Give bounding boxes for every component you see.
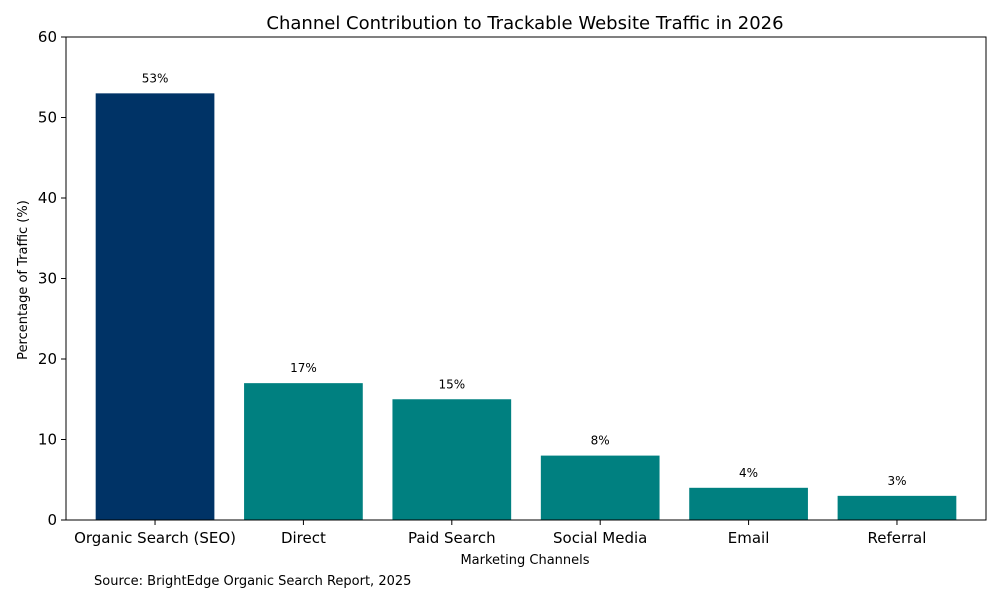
x-tick-label-4: Email [728, 529, 770, 547]
bars-group [95, 93, 957, 520]
x-ticks-group: Organic Search (SEO) Direct Paid Search Soc… [74, 520, 926, 547]
plot-frame [65, 36, 987, 521]
bar-5 [837, 495, 957, 520]
y-tick-label-0: 0 [47, 511, 57, 529]
chart-title: Channel Contribution to Trackable Websit… [266, 13, 783, 34]
y-axis-label: Percentage of Traffic (%) [16, 200, 31, 360]
bar-1 [244, 383, 363, 520]
y-tick-label-1: 10 [38, 431, 57, 449]
y-ticks-group: 0 10 20 30 40 50 60 [38, 28, 66, 529]
y-tick-label-6: 60 [38, 28, 57, 46]
data-label-2: 15% [438, 377, 465, 391]
bar-4 [689, 487, 808, 520]
data-label-4: 4% [739, 466, 758, 480]
bar-2 [392, 399, 512, 520]
x-tick-label-1: Direct [281, 529, 326, 547]
x-tick-label-0: Organic Search (SEO) [74, 529, 236, 547]
y-tick-label-4: 40 [38, 189, 57, 207]
data-labels-group: 53% 17% 15% 8% 4% 3% [142, 71, 907, 488]
data-label-0: 53% [142, 71, 169, 85]
x-tick-label-2: Paid Search [408, 529, 496, 547]
source-note: Source: BrightEdge Organic Search Report… [94, 574, 411, 589]
data-label-1: 17% [290, 361, 317, 375]
data-label-3: 8% [591, 434, 610, 448]
bar-3 [540, 455, 660, 520]
y-tick-label-3: 30 [38, 270, 57, 288]
y-tick-label-5: 50 [38, 109, 57, 127]
y-tick-label-2: 20 [38, 350, 57, 368]
x-tick-label-5: Referral [868, 529, 927, 547]
x-axis-label: Marketing Channels [460, 553, 589, 568]
bar-0 [95, 93, 215, 520]
x-tick-label-3: Social Media [553, 529, 647, 547]
data-label-5: 3% [887, 474, 906, 488]
